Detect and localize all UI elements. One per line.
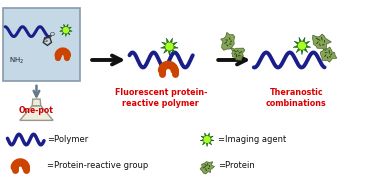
Text: =Protein: =Protein [218,160,255,170]
Text: Theranostic
combinations: Theranostic combinations [266,88,327,108]
Text: S: S [43,38,47,43]
Polygon shape [320,47,337,62]
Text: One-pot: One-pot [19,106,54,115]
Polygon shape [200,133,214,147]
Polygon shape [221,32,235,50]
Polygon shape [20,106,53,120]
Text: =Polymer: =Polymer [46,135,88,144]
Circle shape [299,42,305,49]
Text: Fluorescent protein-
reactive polymer: Fluorescent protein- reactive polymer [115,88,207,108]
Polygon shape [32,99,41,106]
FancyBboxPatch shape [3,8,80,81]
Polygon shape [60,24,72,36]
Circle shape [204,137,210,142]
Circle shape [64,28,68,33]
Polygon shape [200,162,215,174]
Text: $\mathregular{NH_2}$: $\mathregular{NH_2}$ [9,56,25,66]
Text: O: O [50,32,54,37]
Polygon shape [313,34,332,50]
Text: =Protein-reactive group: =Protein-reactive group [46,160,148,170]
Circle shape [166,43,173,50]
Polygon shape [161,38,178,56]
Polygon shape [231,48,245,60]
Polygon shape [293,37,311,55]
Text: =Imaging agent: =Imaging agent [218,135,287,144]
